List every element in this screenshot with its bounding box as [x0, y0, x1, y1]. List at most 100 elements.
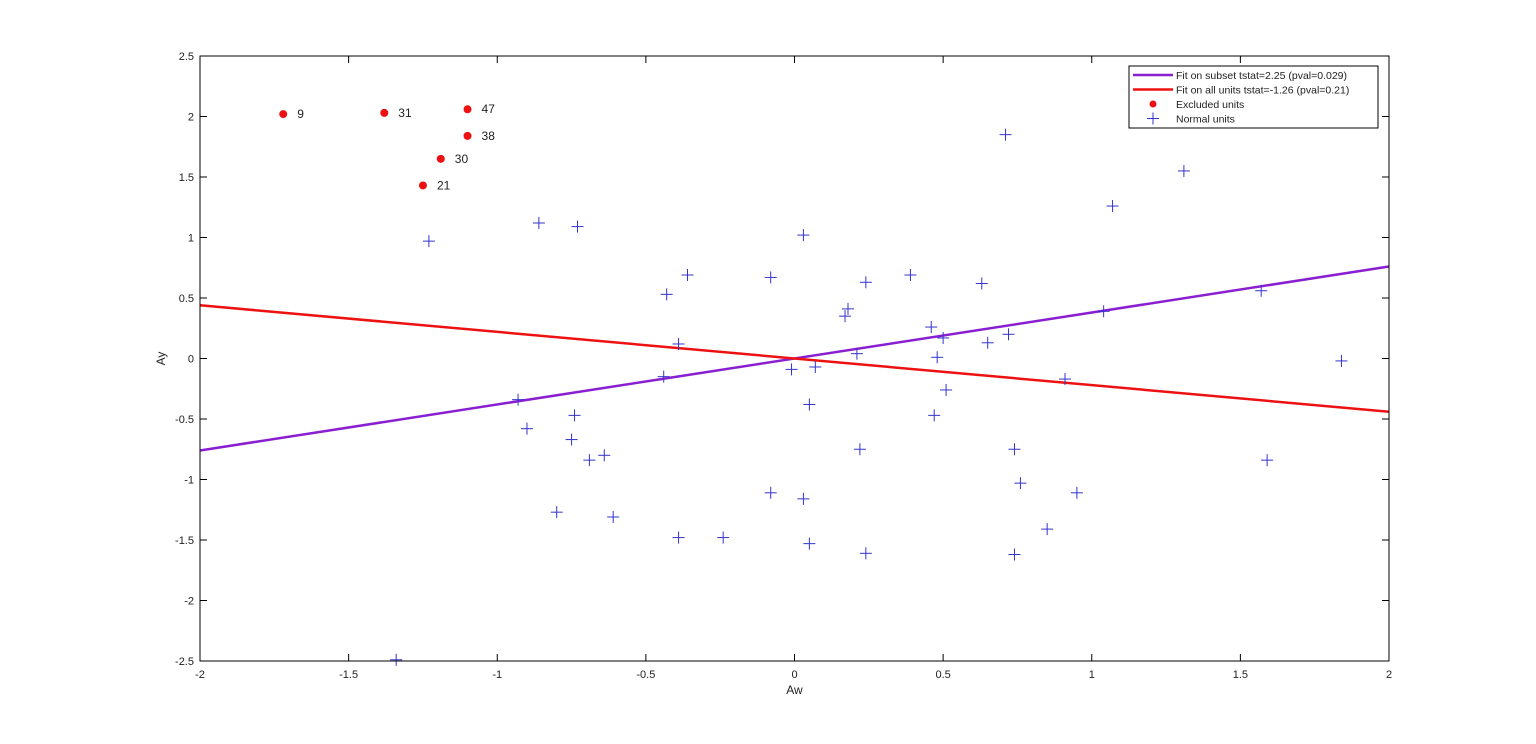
normal-unit-point [390, 653, 403, 666]
y-tick-label: 0.5 [179, 293, 194, 305]
normal-unit-point [583, 454, 596, 467]
excluded-unit-point [380, 108, 389, 117]
normal-unit-point [1058, 373, 1071, 386]
normal-unit-point [803, 537, 816, 550]
normal-unit-point [925, 321, 938, 334]
excluded-unit-label: 31 [398, 106, 412, 120]
excluded-unit-label: 30 [455, 152, 469, 166]
y-tick-label: 2 [188, 112, 194, 124]
normal-unit-point [681, 269, 694, 282]
excluded-unit-point [418, 181, 427, 190]
x-tick-label: 1 [1089, 669, 1095, 681]
excluded-unit-label: 9 [297, 107, 304, 121]
y-tick-label: 1.5 [179, 172, 194, 184]
x-tick-label: 0 [791, 669, 797, 681]
legend-dot-swatch [1149, 100, 1157, 108]
normal-unit-point [928, 409, 941, 422]
normal-unit-point [803, 398, 816, 411]
y-tick-label: 0 [188, 354, 194, 366]
normal-unit-point [532, 216, 545, 229]
axes: -2 -1.5 -1 -0.5 0 0.5 1 1.5 2 2.5 2 1.5 1 0.5 0 -0.5 -1 -… [175, 51, 1392, 681]
y-tick-label: 2.5 [179, 51, 194, 63]
fit-line [199, 304, 1390, 413]
excluded-unit-point [463, 131, 472, 140]
normal-unit-point [904, 269, 917, 282]
x-tick-label: -0.5 [636, 669, 655, 681]
normal-unit-point [1002, 328, 1015, 341]
y-tick-label: -1 [184, 475, 194, 487]
normal-unit-point [717, 531, 730, 544]
excluded-unit-label: 38 [482, 129, 496, 143]
excluded-unit-point [279, 110, 288, 119]
y-tick-label: 1 [188, 233, 194, 245]
normal-unit-point [565, 433, 578, 446]
normal-unit-point [607, 511, 620, 524]
normal-unit-point [859, 547, 872, 560]
normal-unit-point [940, 383, 953, 396]
normal-unit-point [660, 288, 673, 301]
normal-unit-point [571, 220, 584, 233]
legend: Fit on subset tstat=2.25 (pval=0.029) Fit… [1128, 65, 1379, 129]
normal-unit-point [853, 443, 866, 456]
normal-unit-point [859, 276, 872, 289]
x-tick-label: 1.5 [1233, 669, 1248, 681]
normal-unit-point [1177, 164, 1190, 177]
excluded-units-series: 9 31 47 38 30 21 [279, 102, 495, 192]
normal-unit-point [550, 506, 563, 519]
excluded-unit-label: 47 [482, 102, 496, 116]
normal-unit-point [1255, 284, 1268, 297]
normal-unit-point [1335, 354, 1348, 367]
normal-unit-point [937, 331, 950, 344]
excluded-unit-label: 21 [437, 178, 451, 192]
normal-unit-point [657, 370, 670, 383]
fit-lines [199, 265, 1390, 452]
y-axis-label: Ay [154, 352, 168, 366]
normal-unit-point [931, 351, 944, 364]
normal-unit-point [842, 302, 855, 315]
normal-unit-point [981, 336, 994, 349]
x-tick-label: -1 [492, 669, 502, 681]
normal-unit-point [1008, 548, 1021, 561]
x-tick-label: -2 [195, 669, 205, 681]
legend-box [1128, 65, 1379, 129]
normal-unit-point [568, 409, 581, 422]
legend-label: Fit on subset tstat=2.25 (pval=0.029) [1176, 70, 1347, 82]
normal-unit-point [764, 486, 777, 499]
legend-label: Normal units [1176, 114, 1235, 126]
x-axis-label: Aw [786, 683, 803, 697]
normal-unit-point [520, 422, 533, 435]
y-tick-label: -2.5 [175, 656, 194, 668]
normal-unit-point [1008, 443, 1021, 456]
normal-units-series [390, 128, 1348, 666]
normal-unit-point [850, 347, 863, 360]
normal-unit-point [809, 360, 822, 373]
normal-unit-point [764, 271, 777, 284]
normal-unit-point [975, 277, 988, 290]
y-tick-label: -2 [184, 596, 194, 608]
x-tick-label: 2 [1386, 669, 1392, 681]
normal-unit-point [672, 337, 685, 350]
excluded-unit-point [436, 154, 445, 163]
normal-unit-point [1014, 477, 1027, 490]
y-tick-label: -0.5 [175, 414, 194, 426]
normal-unit-point [598, 449, 611, 462]
normal-unit-point [797, 229, 810, 242]
normal-unit-point [1261, 454, 1274, 467]
x-tick-label: -1.5 [339, 669, 358, 681]
legend-label: Fit on all units tstat=-1.26 (pval=0.21) [1176, 85, 1349, 97]
normal-unit-point [1041, 523, 1054, 536]
x-tick-label: 0.5 [935, 669, 950, 681]
normal-unit-point [1070, 486, 1083, 499]
normal-unit-point [1097, 305, 1110, 318]
y-tick-label: -1.5 [175, 535, 194, 547]
normal-unit-point [839, 310, 852, 323]
normal-unit-point [999, 128, 1012, 141]
normal-unit-point [1106, 200, 1119, 213]
normal-unit-point [797, 492, 810, 505]
normal-unit-point [422, 235, 435, 248]
normal-unit-point [672, 531, 685, 544]
excluded-unit-point [463, 105, 472, 114]
normal-unit-point [785, 363, 798, 376]
legend-label: Excluded units [1176, 99, 1244, 111]
